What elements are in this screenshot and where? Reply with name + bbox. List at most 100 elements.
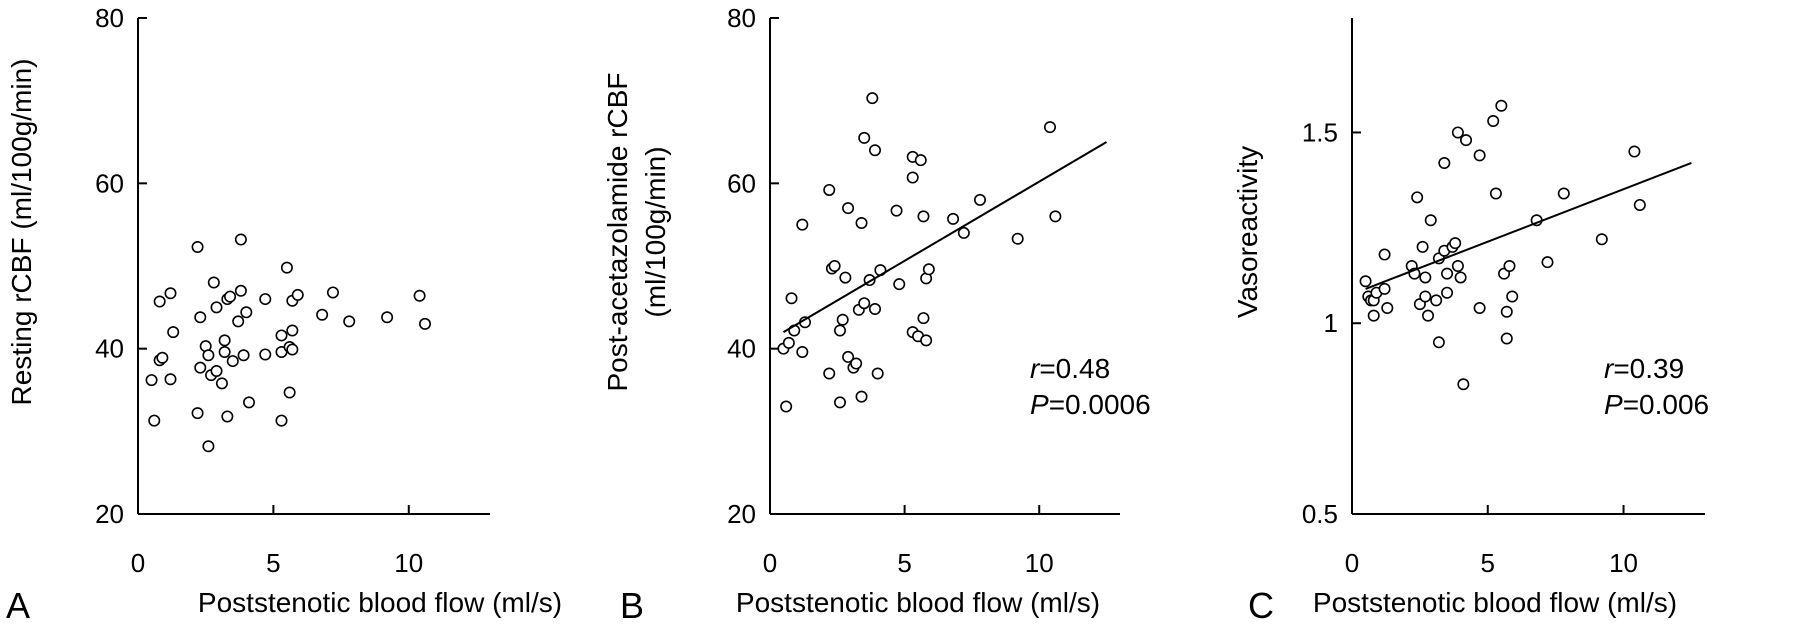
panel-b-data-point (914, 154, 927, 167)
panel-c-data-point (1487, 115, 1500, 128)
panel-b-letter: B (620, 585, 644, 626)
panel-a-data-point (145, 374, 158, 387)
panel-b-y-axis-label-line1: Post-acetazolamide rCBF (602, 72, 633, 391)
panel-a-data-point (259, 348, 272, 361)
panel-c-letter: C (1248, 585, 1274, 626)
panel-c-data-point (1411, 191, 1424, 204)
panel-c-data-point (1457, 378, 1470, 391)
panel-b-data-point (947, 212, 960, 225)
panel-b-x-tick-label: 5 (897, 548, 911, 578)
panel-c-y-tick-label: 1 (1324, 308, 1338, 338)
panel-a: 0 5 10 20 40 60 80 Poststenotic blood flow (m… (6, 3, 562, 626)
panel-c-data-point (1419, 271, 1432, 284)
panel-b-data-point (833, 324, 846, 337)
panel-b-data-point (796, 218, 809, 231)
panel-a-data-point (275, 414, 288, 427)
panel-b-r-stat: r=0.48 (1030, 353, 1110, 384)
panel-a-axes (137, 18, 490, 515)
panel-c-y-ticks: 0.5 1 1.5 (1302, 117, 1361, 529)
panel-b-data-point (920, 334, 933, 347)
panel-b-data-point (868, 302, 881, 315)
panel-c-data-point (1495, 99, 1508, 112)
panel-a-data-point (207, 276, 220, 289)
panel-b-fit (782, 141, 1108, 333)
panel-c-data-point (1451, 259, 1464, 272)
panel-a-data-point (243, 396, 256, 409)
panel-a-data-point (191, 240, 204, 253)
panel-b-data-point (823, 367, 836, 380)
panel-b-data-point (1044, 121, 1057, 134)
panel-b-data-point (906, 171, 919, 184)
panel-c-data-point (1378, 248, 1391, 261)
panel-a-data-point (283, 386, 296, 399)
panel-c-data-point (1500, 332, 1513, 345)
panel-a-data-point (275, 329, 288, 342)
panel-b-p-stat: P=0.0006 (1030, 389, 1151, 420)
panel-a-data-point (286, 324, 299, 337)
panel-c-data-point (1449, 237, 1462, 250)
panel-b-y-tick-label: 60 (727, 168, 756, 198)
panel-c-data-point (1416, 240, 1429, 253)
panel-c-data-point (1432, 336, 1445, 349)
panel-c-data-point (1506, 290, 1519, 303)
panel-a-data-point (210, 364, 223, 377)
panel-c-regression-line (1365, 162, 1692, 290)
panel-c-x-tick-label: 10 (1609, 548, 1638, 578)
panel-b-x-axis-label: Poststenotic blood flow (ml/s) (736, 587, 1100, 618)
panel-a-y-tick-label: 40 (95, 334, 124, 364)
panel-c-data-point (1557, 187, 1570, 200)
panel-b-axes (769, 18, 1120, 515)
panel-b-data-point (780, 400, 793, 413)
panel-b-data-point (922, 263, 935, 276)
panel-a-x-tick-label: 5 (266, 548, 280, 578)
panel-b-data-point (917, 312, 930, 325)
panel-a-data-point (210, 301, 223, 314)
panel-a-data-point (316, 308, 329, 321)
panel-c-x-tick-label: 5 (1481, 548, 1495, 578)
panel-b-data-point (1011, 232, 1024, 245)
panel-b-data-point (893, 278, 906, 291)
panel-b-points (777, 92, 1062, 413)
panel-a-data-point (413, 289, 426, 302)
panel-a-y-axis-label: Resting rCBF (ml/100g/min) (6, 59, 37, 406)
panel-b-data-point (823, 183, 836, 196)
panel-c-x-axis-label: Poststenotic blood flow (ml/s) (1313, 587, 1677, 618)
panel-a-data-point (232, 315, 245, 328)
panel-c-data-point (1419, 290, 1432, 303)
panel-b-regression-line (782, 141, 1108, 333)
panel-a-data-point (381, 311, 394, 324)
panel-a-data-point (202, 349, 215, 362)
panel-a-x-tick-label: 0 (131, 548, 145, 578)
panel-b-data-point (842, 202, 855, 215)
panel-a-x-tick-label: 10 (394, 548, 423, 578)
panel-c-data-point (1503, 259, 1516, 272)
panel-c-data-point (1441, 286, 1454, 299)
panel-b-r-symbol: r (1030, 353, 1041, 384)
panel-c-points (1359, 99, 1646, 391)
panel-b-y-tick-label: 80 (727, 3, 756, 33)
panel-c-data-point (1595, 233, 1608, 246)
panel-b-x-ticks: 0 5 10 (763, 505, 1054, 578)
panel-b-data-point (858, 131, 871, 144)
panel-a-data-point (259, 293, 272, 306)
panel-c-y-tick-label: 1.5 (1302, 117, 1338, 147)
panel-b-data-point (839, 271, 852, 284)
panel-c-data-point (1378, 282, 1391, 295)
panel-b-data-point (871, 367, 884, 380)
panel-b-data-point (973, 193, 986, 206)
panel-b-y-ticks: 20 40 60 80 (727, 3, 779, 529)
panel-a-data-point (215, 377, 228, 390)
panel-a-x-ticks: 0 5 10 (131, 505, 423, 578)
panel-c-data-point (1473, 149, 1486, 162)
panel-b-data-point (855, 390, 868, 403)
panel-c: 0 5 10 0.5 1 1.5 Poststenotic blood flow (ml… (1232, 18, 1709, 626)
panel-a-y-tick-label: 20 (95, 499, 124, 529)
panel-a-y-ticks: 20 40 60 80 (95, 3, 147, 529)
panel-b-x-tick-label: 10 (1025, 548, 1054, 578)
panel-a-data-point (164, 373, 177, 386)
panel-a-data-point (153, 295, 166, 308)
panel-b-y-axis-label-line2: (ml/100g/min) (640, 146, 671, 317)
panel-c-data-point (1541, 256, 1554, 269)
panel-b-data-point (868, 144, 881, 157)
